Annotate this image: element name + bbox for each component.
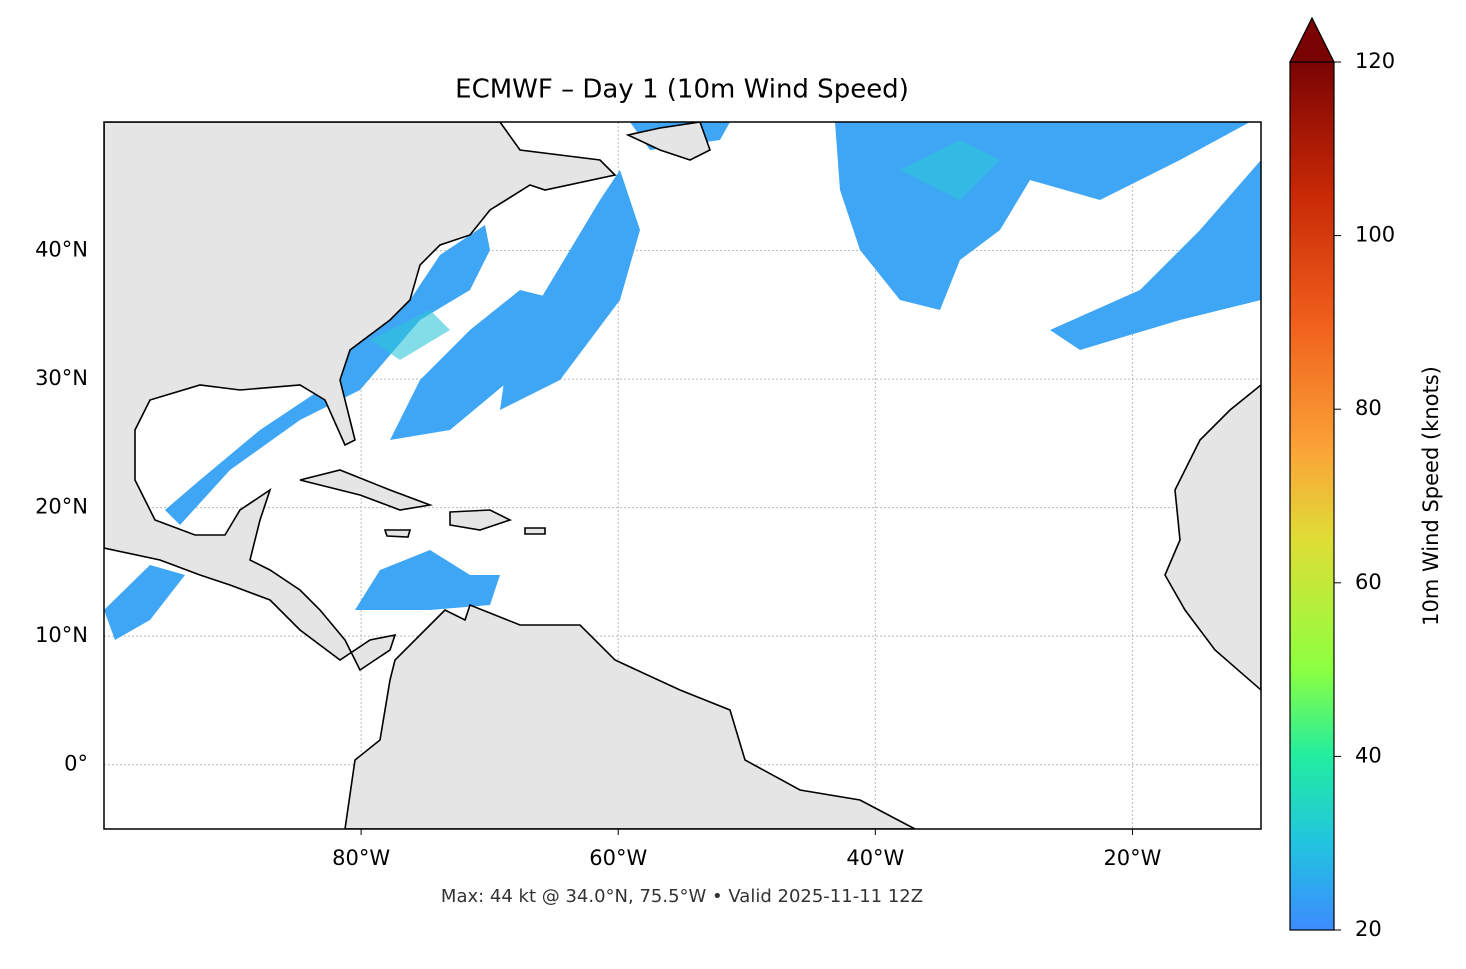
map-frame [103, 121, 1262, 830]
x-tick-label: 80°W [332, 846, 390, 870]
puerto-rico [524, 527, 546, 535]
cuba [299, 469, 434, 511]
y-tick-label: 20°N [35, 495, 88, 519]
africa [1164, 383, 1261, 692]
x-tick-label: 60°W [589, 846, 647, 870]
wind-field [104, 122, 1261, 640]
jamaica [383, 529, 412, 538]
y-tick-label: 40°N [35, 238, 88, 262]
y-tick-label: 0° [64, 752, 88, 776]
north-america [104, 122, 617, 672]
x-tick-label: 20°W [1103, 846, 1161, 870]
colorbar-tick-label: 100 [1355, 223, 1395, 247]
colorbar-tick-label: 120 [1355, 49, 1395, 73]
y-tick-label: 10°N [35, 623, 88, 647]
colorbar-tick-label: 60 [1355, 570, 1382, 594]
colorbar-label: 10m Wind Speed (knots) [1419, 366, 1443, 626]
map-title: ECMWF – Day 1 (10m Wind Speed) [455, 75, 909, 105]
hispaniola [449, 509, 513, 531]
south-america [344, 603, 916, 829]
map-area [104, 122, 1261, 829]
colorbar-tick-label: 40 [1355, 743, 1382, 767]
newfoundland [625, 122, 711, 161]
y-tick-label: 30°N [35, 366, 88, 390]
map-subtitle: Max: 44 kt @ 34.0°N, 75.5°W • Valid 2025… [441, 886, 923, 907]
colorbar-tick-label: 80 [1355, 396, 1382, 420]
colorbar [1289, 16, 1335, 931]
x-tick-label: 40°W [846, 846, 904, 870]
colorbar-tick-label: 20 [1355, 917, 1382, 941]
